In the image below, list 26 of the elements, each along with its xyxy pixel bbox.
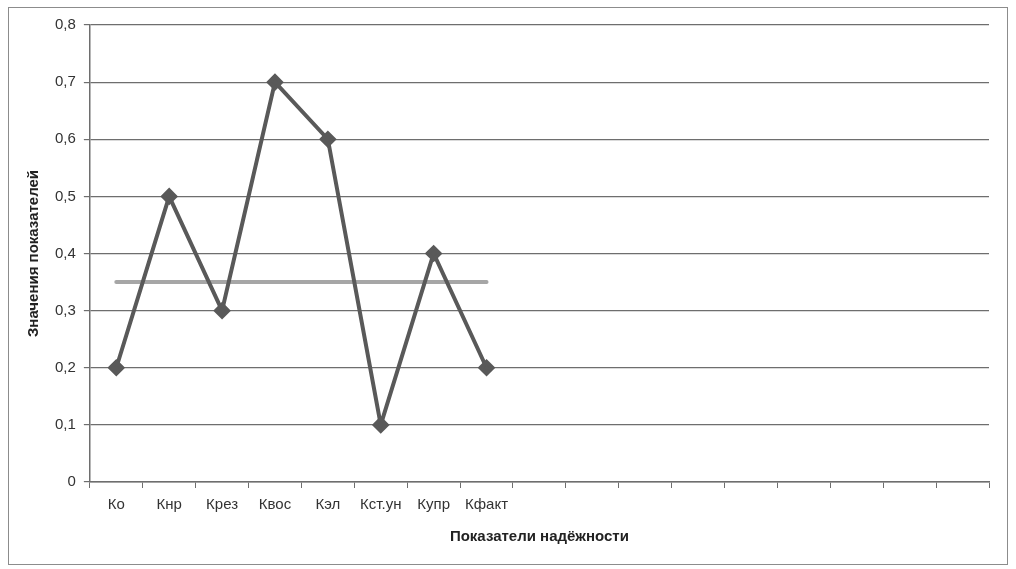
y-tick-label: 0: [67, 472, 76, 490]
point: [161, 188, 178, 205]
x-tick-label: Квос: [258, 495, 292, 513]
point: [319, 131, 336, 148]
point: [266, 74, 283, 91]
y-tick-label: 0,5: [54, 186, 76, 204]
x-tick-label: Купр: [417, 495, 450, 513]
x-tick-label: Крез: [206, 495, 239, 513]
x-tick-label: Кэл: [315, 495, 341, 513]
x-tick-label: Кст.ун: [360, 495, 402, 513]
y-axis-title: Значения показателей: [24, 169, 42, 338]
point: [214, 302, 231, 319]
y-tick-label: 0,3: [54, 300, 76, 318]
y-tick-label: 0,4: [54, 243, 76, 261]
x-tick-label: Кнр: [156, 495, 182, 513]
x-axis-title: Показатели надёжности: [449, 527, 629, 545]
y-tick-label: 0,2: [54, 357, 76, 375]
y-tick-label: 0,7: [54, 72, 76, 90]
point: [108, 359, 125, 376]
point: [478, 359, 495, 376]
y-tick-label: 0,6: [54, 129, 76, 147]
x-tick-label: Кфакт: [465, 495, 509, 513]
x-tick-label: Ко: [107, 495, 125, 513]
point: [425, 245, 442, 262]
y-tick-label: 0,8: [54, 15, 76, 33]
y-tick-label: 0,1: [54, 415, 76, 433]
